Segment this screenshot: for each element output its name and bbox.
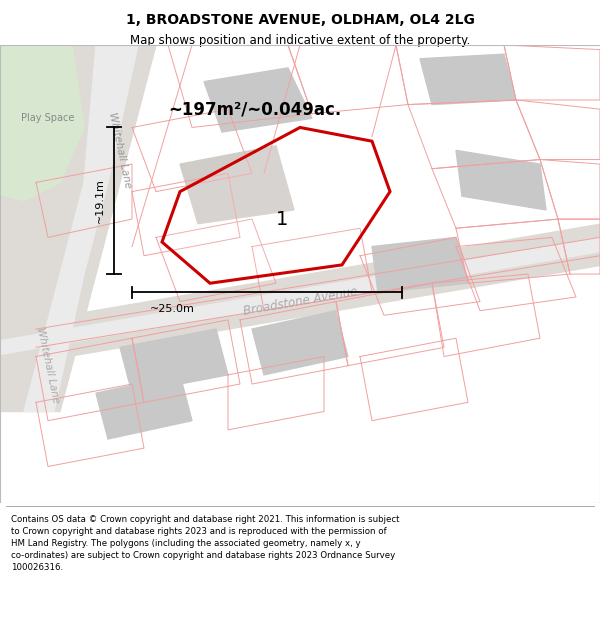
Polygon shape bbox=[96, 375, 192, 439]
Polygon shape bbox=[252, 311, 348, 375]
Text: Broadstone Avenue: Broadstone Avenue bbox=[242, 285, 358, 318]
Text: Play Space: Play Space bbox=[21, 113, 74, 123]
Polygon shape bbox=[120, 329, 228, 393]
Text: ~25.0m: ~25.0m bbox=[150, 304, 195, 314]
Polygon shape bbox=[162, 127, 390, 283]
Polygon shape bbox=[204, 68, 312, 132]
Text: Whitehall Lane: Whitehall Lane bbox=[35, 327, 61, 404]
Polygon shape bbox=[456, 151, 546, 210]
Text: 1: 1 bbox=[276, 209, 288, 229]
Polygon shape bbox=[372, 238, 468, 292]
Polygon shape bbox=[180, 146, 294, 224]
Text: 1, BROADSTONE AVENUE, OLDHAM, OL4 2LG: 1, BROADSTONE AVENUE, OLDHAM, OL4 2LG bbox=[125, 12, 475, 27]
Polygon shape bbox=[0, 45, 84, 201]
Text: Whitehall Lane: Whitehall Lane bbox=[107, 111, 133, 189]
Polygon shape bbox=[0, 45, 156, 411]
Text: Map shows position and indicative extent of the property.: Map shows position and indicative extent… bbox=[130, 34, 470, 47]
Text: Contains OS data © Crown copyright and database right 2021. This information is : Contains OS data © Crown copyright and d… bbox=[11, 515, 400, 571]
Text: ~19.1m: ~19.1m bbox=[95, 178, 105, 223]
Text: ~197m²/~0.049ac.: ~197m²/~0.049ac. bbox=[168, 100, 341, 118]
Polygon shape bbox=[0, 219, 600, 370]
Polygon shape bbox=[420, 54, 516, 104]
Polygon shape bbox=[24, 45, 138, 411]
Polygon shape bbox=[0, 233, 600, 356]
